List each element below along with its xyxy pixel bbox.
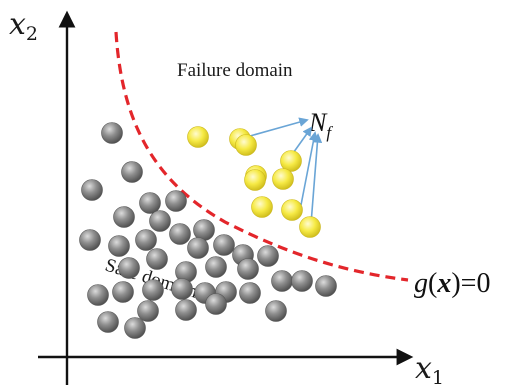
safe-sample-21 — [237, 258, 259, 280]
arrow-to-nf-3 — [300, 131, 319, 206]
safe-sample-4 — [139, 192, 161, 214]
safe-sample-35 — [265, 300, 287, 322]
safe-sample-5 — [165, 190, 187, 212]
limit-state-equals-zero: )=0 — [451, 268, 490, 299]
limit-state-function: g — [414, 268, 428, 299]
safe-sample-11 — [169, 223, 191, 245]
safe-sample-13 — [146, 248, 168, 270]
limit-state-boundary — [114, 31, 409, 282]
safe-sample-9 — [108, 235, 130, 257]
safe-sample-6 — [113, 206, 135, 228]
safe-sample-32 — [137, 300, 159, 322]
failure-sample-1 — [187, 126, 209, 148]
x-axis-subscript: 1 — [432, 367, 444, 389]
x-axis-label: x1 — [415, 351, 444, 389]
y-axis-subscript: 2 — [26, 23, 38, 45]
failure-count-arrows — [249, 117, 323, 225]
safe-sample-7 — [149, 210, 171, 232]
failure-sample-5 — [244, 169, 266, 191]
safe-sample-23 — [291, 270, 313, 292]
failure-domain-label: Failure domain — [177, 60, 293, 81]
failure-sample-9 — [299, 216, 321, 238]
arrow-to-nf-4 — [310, 133, 323, 225]
safe-sample-1 — [101, 122, 123, 144]
failure-count-symbol: N — [308, 108, 328, 137]
safe-sample-14 — [187, 237, 209, 259]
safe-sample-20 — [205, 256, 227, 278]
safe-sample-3 — [81, 179, 103, 201]
failure-samples — [187, 126, 321, 238]
safe-sample-2 — [121, 161, 143, 183]
safe-sample-17 — [257, 245, 279, 267]
safe-sample-36 — [97, 311, 119, 333]
safe-samples — [79, 122, 337, 339]
failure-sample-3 — [280, 150, 302, 172]
x-axis-symbol: x — [415, 351, 432, 386]
limit-state-equation: g(x)=0 — [414, 268, 490, 299]
y-axis-symbol: x — [9, 7, 26, 42]
arrow-to-nf-1 — [249, 117, 309, 137]
safe-sample-28 — [171, 278, 193, 300]
failure-sample-8 — [281, 199, 303, 221]
safe-sample-8 — [79, 229, 101, 251]
safe-sample-37 — [124, 317, 146, 339]
failure-sample-10 — [235, 134, 257, 156]
safe-sample-27 — [142, 279, 164, 301]
safe-sample-34 — [205, 293, 227, 315]
safe-sample-18 — [118, 257, 140, 279]
safe-sample-26 — [112, 281, 134, 303]
failure-sample-6 — [272, 168, 294, 190]
limit-state-open-paren: ( — [428, 268, 437, 299]
safe-sample-22 — [271, 270, 293, 292]
failure-count-subscript: f — [326, 123, 333, 142]
failure-count-label: Nf — [308, 108, 333, 142]
y-axis-label: x2 — [9, 7, 38, 45]
safe-sample-31 — [239, 282, 261, 304]
safe-sample-15 — [213, 234, 235, 256]
failure-sample-7 — [251, 196, 273, 218]
safe-sample-25 — [87, 284, 109, 306]
safe-sample-10 — [135, 229, 157, 251]
safe-sample-33 — [175, 299, 197, 321]
limit-state-variable: x — [436, 268, 451, 299]
safe-sample-24 — [315, 275, 337, 297]
